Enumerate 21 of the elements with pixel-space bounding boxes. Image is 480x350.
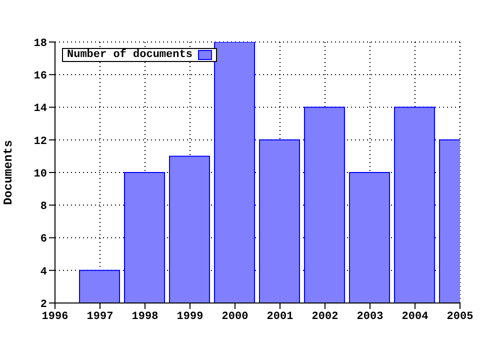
x-tick-label: 2000 xyxy=(222,310,248,323)
y-tick-label: 16 xyxy=(34,70,47,83)
y-tick-label: 10 xyxy=(34,168,47,180)
y-tick-label: 12 xyxy=(34,136,47,148)
x-tick-label: 1997 xyxy=(86,310,114,323)
y-tick-label: 4 xyxy=(40,266,48,278)
y-tick-label: 14 xyxy=(34,103,48,116)
x-tick-label: 1998 xyxy=(132,310,159,323)
legend-label: Number of documents xyxy=(67,49,192,61)
x-tick-label: 1999 xyxy=(176,310,204,323)
y-tick-label: 6 xyxy=(40,234,47,246)
x-tick-label: 2003 xyxy=(356,310,384,323)
y-axis-title: Documents xyxy=(1,140,16,205)
y-tick-label: 2 xyxy=(40,298,47,311)
y-tick-label: 8 xyxy=(40,201,48,214)
x-tick-label: 2001 xyxy=(266,310,294,323)
x-tick-label: 1996 xyxy=(42,310,68,323)
x-tick-label: 2005 xyxy=(446,310,474,323)
y-tick-label: 18 xyxy=(34,38,48,50)
x-tick-label: 2002 xyxy=(312,310,338,323)
x-tick-label: 2004 xyxy=(402,310,429,323)
